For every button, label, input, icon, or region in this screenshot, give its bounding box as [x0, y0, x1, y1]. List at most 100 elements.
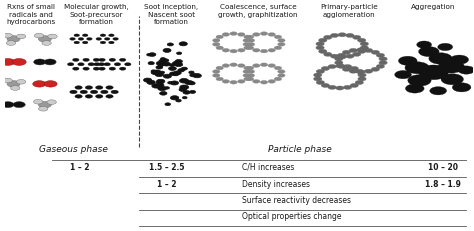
Circle shape	[10, 86, 20, 91]
Circle shape	[350, 84, 358, 88]
Circle shape	[230, 33, 237, 36]
Circle shape	[268, 64, 275, 68]
Circle shape	[47, 100, 56, 105]
Circle shape	[73, 68, 79, 71]
Circle shape	[247, 43, 255, 47]
Circle shape	[42, 42, 51, 46]
Circle shape	[175, 60, 182, 64]
Circle shape	[178, 69, 184, 73]
Circle shape	[85, 86, 92, 90]
Circle shape	[169, 64, 175, 67]
Circle shape	[246, 36, 254, 40]
Circle shape	[268, 49, 275, 53]
Circle shape	[189, 72, 194, 74]
Circle shape	[100, 91, 108, 94]
Circle shape	[44, 81, 57, 88]
Circle shape	[173, 72, 181, 76]
Circle shape	[353, 36, 361, 40]
Text: Density increases: Density increases	[242, 179, 310, 188]
Circle shape	[151, 71, 160, 75]
Circle shape	[247, 70, 255, 74]
Circle shape	[212, 43, 220, 47]
Circle shape	[212, 40, 220, 43]
Circle shape	[109, 35, 114, 37]
Circle shape	[3, 34, 12, 39]
Circle shape	[274, 78, 282, 82]
Circle shape	[429, 54, 452, 65]
Circle shape	[106, 95, 113, 99]
Circle shape	[349, 49, 357, 53]
Circle shape	[324, 53, 332, 57]
Circle shape	[371, 68, 380, 72]
Circle shape	[151, 70, 156, 73]
Circle shape	[109, 59, 116, 62]
Circle shape	[458, 67, 474, 75]
Circle shape	[78, 38, 84, 41]
Circle shape	[170, 82, 179, 86]
Circle shape	[7, 36, 20, 43]
Circle shape	[174, 63, 182, 67]
Circle shape	[253, 80, 260, 84]
Circle shape	[216, 78, 223, 82]
Circle shape	[243, 43, 250, 47]
Circle shape	[237, 80, 245, 84]
Text: Optical properties change: Optical properties change	[242, 211, 341, 220]
Circle shape	[222, 64, 229, 68]
Text: Aggregation: Aggregation	[411, 4, 456, 10]
Circle shape	[95, 95, 103, 99]
Circle shape	[319, 50, 327, 54]
Circle shape	[346, 34, 354, 38]
Circle shape	[154, 71, 161, 74]
Circle shape	[243, 70, 250, 74]
Circle shape	[100, 42, 106, 45]
Circle shape	[152, 84, 161, 89]
Text: Primary-particle
agglomeration: Primary-particle agglomeration	[320, 4, 378, 18]
Text: Gaseous phase: Gaseous phase	[38, 144, 108, 153]
Circle shape	[173, 74, 179, 76]
Circle shape	[452, 83, 471, 93]
Circle shape	[156, 66, 163, 70]
Circle shape	[155, 73, 164, 77]
Circle shape	[237, 64, 245, 68]
Circle shape	[328, 86, 337, 90]
Circle shape	[93, 59, 100, 62]
Circle shape	[222, 49, 229, 53]
Circle shape	[278, 70, 285, 74]
Circle shape	[74, 35, 80, 37]
Circle shape	[349, 70, 357, 74]
Circle shape	[180, 86, 189, 90]
Circle shape	[338, 56, 346, 60]
Circle shape	[104, 38, 110, 41]
Circle shape	[430, 87, 447, 96]
Circle shape	[3, 79, 12, 83]
Circle shape	[358, 77, 366, 82]
Circle shape	[244, 47, 251, 50]
Circle shape	[316, 81, 325, 85]
Circle shape	[357, 39, 366, 43]
Circle shape	[244, 78, 251, 82]
Circle shape	[313, 74, 322, 78]
Circle shape	[182, 97, 187, 99]
Circle shape	[379, 61, 387, 66]
Circle shape	[246, 78, 254, 82]
Circle shape	[98, 63, 105, 67]
Circle shape	[222, 80, 229, 84]
Circle shape	[125, 63, 131, 67]
Circle shape	[109, 42, 114, 45]
Circle shape	[343, 86, 352, 90]
Circle shape	[417, 42, 432, 49]
Circle shape	[190, 91, 196, 94]
Circle shape	[183, 91, 190, 95]
Circle shape	[419, 66, 448, 80]
Circle shape	[343, 65, 352, 69]
Circle shape	[106, 86, 113, 90]
Circle shape	[17, 35, 26, 40]
Circle shape	[243, 40, 250, 43]
Circle shape	[6, 42, 16, 46]
Text: 10 – 20: 10 – 20	[428, 162, 458, 171]
Circle shape	[357, 49, 365, 53]
Circle shape	[268, 80, 275, 84]
Circle shape	[337, 54, 346, 58]
Circle shape	[419, 47, 439, 58]
Circle shape	[113, 38, 118, 41]
